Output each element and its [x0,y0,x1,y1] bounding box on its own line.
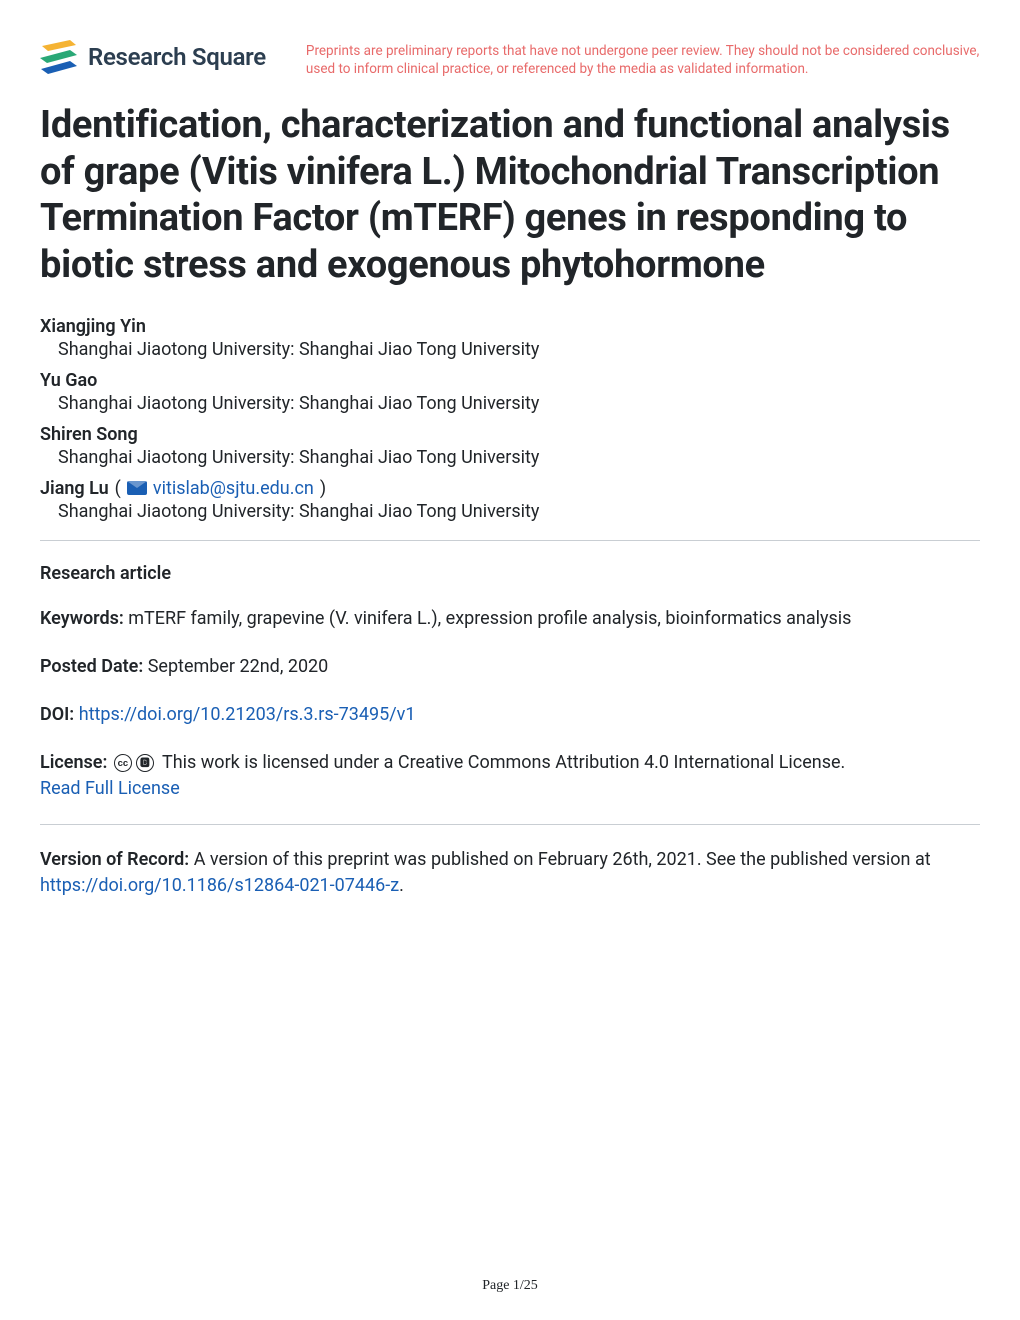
author-entry: Shiren Song Shanghai Jiaotong University… [40,424,980,468]
license-text: This work is licensed under a Creative C… [162,752,845,773]
author-name: Jiang Lu [40,478,109,499]
cc-by-icon: 🅱 [136,754,154,772]
version-label: Version of Record: [40,849,189,870]
posted-date-value: September 22nd, 2020 [148,656,329,677]
author-affiliation: Shanghai Jiaotong University: Shanghai J… [40,339,980,360]
article-type: Research article [40,563,980,584]
posted-date-line: Posted Date: September 22nd, 2020 [40,654,980,680]
license-label: License: [40,752,107,773]
logo-mark-icon [40,40,78,74]
author-affiliation: Shanghai Jiaotong University: Shanghai J… [40,393,980,414]
author-name: Shiren Song [40,424,980,445]
cc-icon: cc [114,754,132,772]
posted-date-label: Posted Date: [40,656,143,677]
divider [40,824,980,825]
author-list: Xiangjing Yin Shanghai Jiaotong Universi… [40,316,980,522]
cc-icons: cc 🅱 [114,754,154,772]
open-paren: ( [115,478,121,499]
page-number: Page 1/25 [0,1278,1020,1294]
divider [40,540,980,541]
preprint-disclaimer: Preprints are preliminary reports that h… [306,40,980,78]
header: Research Square Preprints are preliminar… [40,40,980,78]
author-entry: Xiangjing Yin Shanghai Jiaotong Universi… [40,316,980,360]
author-affiliation: Shanghai Jiaotong University: Shanghai J… [40,447,980,468]
corresponding-email[interactable]: vitislab@sjtu.edu.cn [153,478,314,499]
doi-label: DOI: [40,704,74,725]
author-entry: Jiang Lu ( vitislab@sjtu.edu.cn ) Shangh… [40,478,980,522]
keywords-value: mTERF family, grapevine (V. vinifera L.)… [128,608,851,629]
keywords-line: Keywords: mTERF family, grapevine (V. vi… [40,606,980,632]
doi-line: DOI: https://doi.org/10.21203/rs.3.rs-73… [40,702,980,728]
version-doi-link[interactable]: https://doi.org/10.1186/s12864-021-07446… [40,875,399,896]
license-line: License: cc 🅱 This work is licensed unde… [40,750,980,802]
version-of-record: Version of Record: A version of this pre… [40,847,980,899]
mail-icon [127,481,147,495]
brand-name: Research Square [88,43,266,71]
article-title: Identification, characterization and fun… [40,102,980,287]
author-affiliation: Shanghai Jiaotong University: Shanghai J… [40,501,980,522]
doi-link[interactable]: https://doi.org/10.21203/rs.3.rs-73495/v… [79,704,416,725]
period: . [399,875,404,896]
brand-logo: Research Square [40,40,266,74]
keywords-label: Keywords: [40,608,124,629]
author-name: Xiangjing Yin [40,316,980,337]
close-paren: ) [320,478,326,499]
author-name: Yu Gao [40,370,980,391]
version-text: A version of this preprint was published… [194,849,931,870]
license-link[interactable]: Read Full License [40,778,180,799]
author-entry: Yu Gao Shanghai Jiaotong University: Sha… [40,370,980,414]
